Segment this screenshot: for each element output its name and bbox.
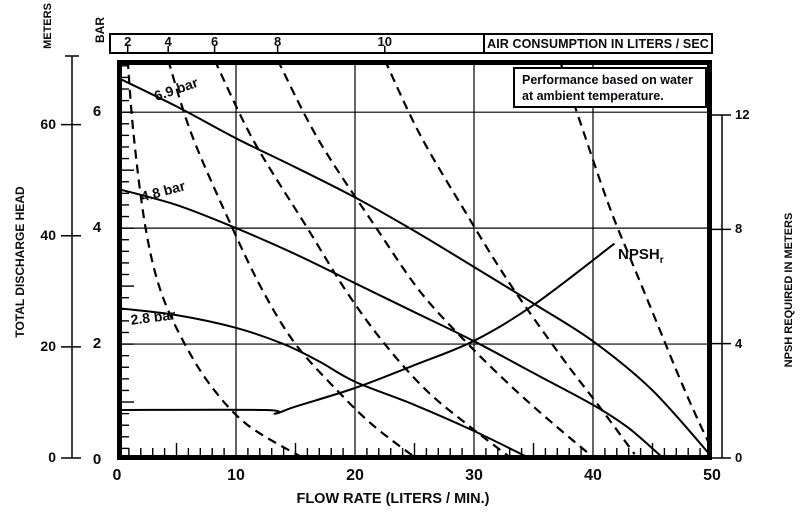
air-tick-label-4: 4 [164, 34, 172, 49]
air-curve-2-lps [126, 60, 302, 459]
flow-tick-label-50: 50 [703, 467, 721, 484]
curve-label-2-8-bar: 2.8 bar [129, 306, 177, 328]
meters-tick-label-40: 40 [40, 226, 56, 243]
air-curve-4-lps [167, 60, 416, 458]
npshr-label-text: NPSH [618, 246, 660, 263]
bar-tick-label-0: 0 [92, 451, 102, 468]
air-tick-label-10: 10 [377, 34, 392, 49]
head-curve-6-9---- [117, 76, 712, 458]
left-axis-title: TOTAL DISCHARGE HEAD [13, 186, 27, 338]
curve-label-4-8-bar: 4.8 bar [139, 177, 187, 205]
flow-tick-label-30: 30 [465, 467, 483, 484]
x-axis-title: FLOW RATE (LITERS / MIN.) [296, 491, 490, 507]
top-axis-title: AIR CONSUMPTION IN LITERS / SEC [487, 36, 709, 51]
npsh-tick-label-12: 12 [735, 107, 750, 122]
bar-tick-label-2: 2 [92, 335, 102, 353]
bar-tick-label-4: 4 [92, 219, 102, 237]
head-curve-4-8---- [117, 187, 663, 458]
top-axis-title-box: AIR CONSUMPTION IN LITERS / SEC [483, 33, 713, 54]
air-tick-label-8: 8 [274, 34, 282, 49]
note-box: Performance based on water at ambient te… [513, 67, 707, 108]
meters-axis-title: METERS [42, 3, 54, 49]
flow-tick-label-10: 10 [227, 467, 245, 484]
curve-label-6-9-bar: 6.9 bar [152, 74, 200, 104]
bar-axis-title: BAR [93, 17, 107, 43]
npsh-tick-label-8: 8 [735, 221, 743, 237]
meters-tick-label-60: 60 [40, 115, 56, 132]
npshr-label-subscript: r [659, 255, 664, 266]
air-tick-label-6: 6 [210, 34, 219, 49]
right-axis-title: NPSH REQUIRED IN METERS [783, 212, 795, 368]
bar-tick-label-6: 6 [92, 103, 102, 121]
meters-tick-label-0: 0 [48, 449, 56, 465]
air-tick-label-2: 2 [124, 34, 132, 49]
note-line-1: Performance based on water [522, 73, 693, 87]
flow-tick-label-20: 20 [346, 467, 364, 484]
meters-tick-label-20: 20 [40, 337, 56, 354]
air-curve-8-lps [276, 60, 594, 458]
npsh-tick-label-0: 0 [735, 450, 743, 465]
note-line-2: at ambient temperature. [522, 89, 664, 103]
npshr-curve [117, 242, 616, 415]
air-curve-10-lps [383, 60, 636, 455]
npshr-label: NPSHr [618, 246, 664, 266]
npsh-tick-label-4: 4 [735, 335, 743, 351]
head-curve-2-8---- [117, 307, 528, 459]
air-curve-6-lps [213, 60, 511, 458]
flow-tick-label-40: 40 [584, 467, 602, 484]
flow-tick-label-0: 0 [112, 467, 122, 484]
